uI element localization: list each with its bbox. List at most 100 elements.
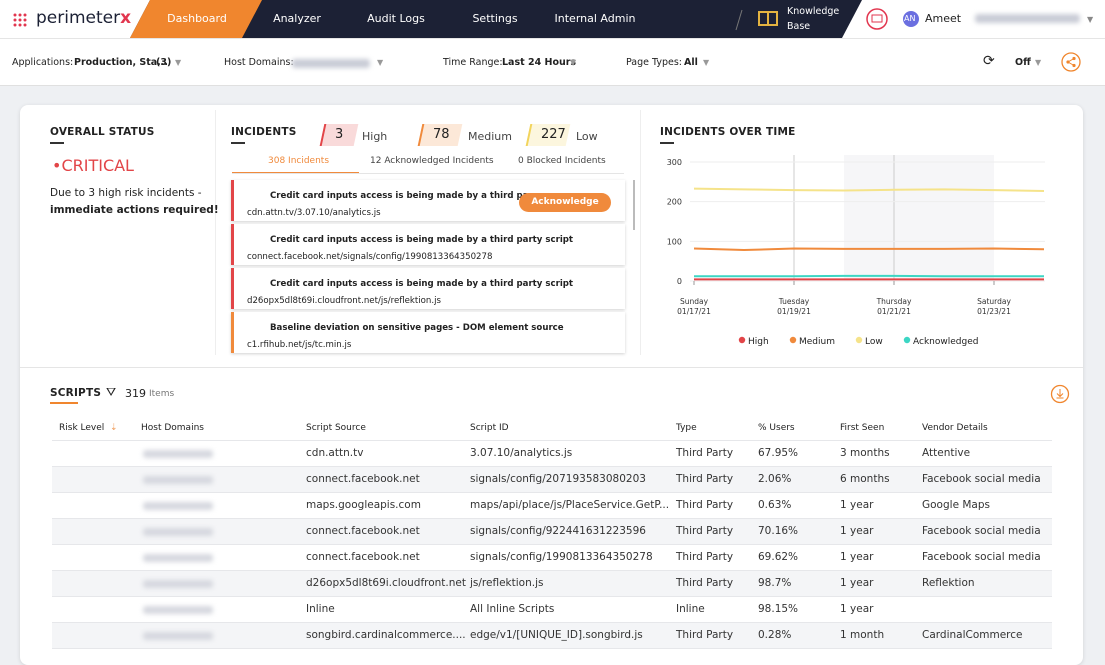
filter-value[interactable]: Production, Sta... — [74, 57, 168, 68]
cell: 67.95% — [758, 447, 798, 459]
filter-label: Applications: — [12, 57, 73, 68]
cell: Inline — [676, 603, 705, 615]
cell: cdn.attn.tv — [306, 447, 363, 459]
cell: 1 month — [840, 629, 884, 641]
cell: Third Party — [676, 525, 733, 537]
divider — [20, 367, 1083, 368]
incidents-chart: 0100200300Sunday01/17/21Tuesday01/19/21T… — [650, 150, 1070, 355]
incident-source: d26opx5dl8t69i.cloudfront.net/js/reflekt… — [247, 296, 441, 306]
x-tick-label: Saturday — [977, 297, 1011, 306]
script-count-unit: Items — [149, 389, 174, 399]
filter-icon[interactable]: ⛛ — [106, 385, 116, 400]
share-button[interactable] — [1061, 52, 1081, 72]
x-tick-date: 01/23/21 — [977, 307, 1011, 316]
cell: 0.63% — [758, 499, 791, 511]
column-header: Type — [676, 423, 697, 433]
host-blurred — [292, 59, 370, 68]
x-tick-label: Tuesday — [778, 297, 810, 306]
nav-tab[interactable]: Internal Admin — [555, 12, 636, 25]
logo-text: perimeter — [36, 8, 120, 28]
nav-tab[interactable]: Dashboard — [167, 12, 227, 25]
filter-value[interactable]: All — [684, 57, 698, 68]
nav-tab[interactable]: Audit Logs — [367, 12, 425, 25]
cell: CardinalCommerce — [922, 629, 1022, 641]
cell: Attentive — [922, 447, 970, 459]
filter-value[interactable]: Last 24 Hours — [502, 57, 576, 68]
acknowledge-button[interactable]: Acknowledge — [519, 193, 611, 212]
account-blurred — [975, 14, 1080, 23]
host-blurred — [143, 476, 213, 484]
column-header[interactable]: Risk Level — [59, 423, 104, 433]
incident-source: connect.facebook.net/signals/config/1990… — [247, 252, 492, 262]
cell: signals/config/207193583080203 — [470, 473, 646, 485]
title-underline — [660, 142, 674, 144]
status-message: Due to 3 high risk incidents - — [50, 187, 202, 199]
caret[interactable]: ▼ — [1035, 58, 1041, 67]
cell: 1 year — [840, 499, 873, 511]
caret[interactable]: ▼ — [570, 58, 576, 67]
caret[interactable]: ▼ — [377, 58, 383, 67]
user-name[interactable]: Ameet — [925, 12, 961, 25]
section-title: INCIDENTS OVER TIME — [660, 126, 796, 138]
nav-tab[interactable]: Analyzer — [273, 12, 321, 25]
cell: 2.06% — [758, 473, 791, 485]
incident-tab[interactable]: 0 Blocked Incidents — [518, 156, 606, 166]
column-header: First Seen — [840, 423, 884, 433]
cell: signals/config/922441631223596 — [470, 525, 646, 537]
page: {"nav":{"logo":"perimeter","logo_mark":"… — [0, 0, 1105, 649]
cell: 1 year — [840, 577, 873, 589]
y-tick-label: 100 — [667, 237, 682, 246]
nav-tab[interactable]: Settings — [472, 12, 517, 25]
section-title: INCIDENTS — [231, 126, 297, 138]
cell: 98.7% — [758, 577, 791, 589]
script-count: 319 — [125, 387, 146, 400]
host-blurred — [143, 606, 213, 614]
incident-title: Credit card inputs access is being made … — [270, 191, 538, 201]
incident-tab[interactable]: 12 Acknowledged Incidents — [370, 156, 494, 166]
cell: songbird.cardinalcommerce.... — [306, 629, 466, 641]
cell: 6 months — [840, 473, 890, 485]
cell: 1 year — [840, 603, 873, 615]
count-label: Low — [576, 130, 598, 143]
legend-swatch — [790, 337, 796, 343]
legend-swatch — [904, 337, 910, 343]
svg-text:▼: ▼ — [1087, 15, 1094, 24]
logo[interactable]: perimeterx — [36, 8, 131, 28]
refresh-icon[interactable]: ⟳ — [983, 53, 995, 69]
kb-line1[interactable]: Knowledge — [787, 6, 839, 17]
status-message-bold: immediate actions required! — [50, 204, 219, 216]
scrollbar[interactable] — [633, 180, 635, 230]
host-blurred — [143, 450, 213, 458]
cell: connect.facebook.net — [306, 525, 420, 537]
section-title: SCRIPTS — [50, 387, 101, 399]
x-tick-label: Sunday — [680, 297, 709, 306]
caret[interactable]: ▼ — [175, 58, 181, 67]
cell: Facebook social media — [922, 551, 1041, 563]
cell: Third Party — [676, 577, 733, 589]
cell: maps/api/place/js/PlaceService.GetP... — [470, 499, 669, 511]
cell: Inline — [306, 603, 335, 615]
column-header: Host Domains — [141, 423, 204, 433]
incident-source: c1.rfihub.net/js/tc.min.js — [247, 340, 351, 350]
host-blurred — [143, 528, 213, 536]
download-button[interactable] — [1050, 384, 1070, 404]
sort-icon: ⇣ — [110, 423, 118, 433]
cell: All Inline Scripts — [470, 603, 554, 615]
caret[interactable]: ▼ — [703, 58, 709, 67]
tab-baseline — [232, 173, 624, 174]
incident-tab[interactable]: 308 Incidents — [268, 156, 329, 166]
y-tick-label: 200 — [667, 198, 682, 207]
incident-title: Baseline deviation on sensitive pages - … — [270, 323, 564, 333]
count-label: High — [362, 130, 387, 143]
x-tick-date: 01/19/21 — [777, 307, 811, 316]
legend-swatch — [739, 337, 745, 343]
cell: 0.28% — [758, 629, 791, 641]
x-tick-label: Thursday — [876, 297, 912, 306]
legend-label: Acknowledged — [913, 337, 978, 347]
cell: edge/v1/[UNIQUE_ID].songbird.js — [470, 629, 643, 641]
host-blurred — [143, 632, 213, 640]
kb-line2[interactable]: Base — [787, 21, 810, 32]
refresh-value[interactable]: Off — [1015, 57, 1031, 68]
cell: 1 year — [840, 525, 873, 537]
divider — [640, 110, 641, 355]
